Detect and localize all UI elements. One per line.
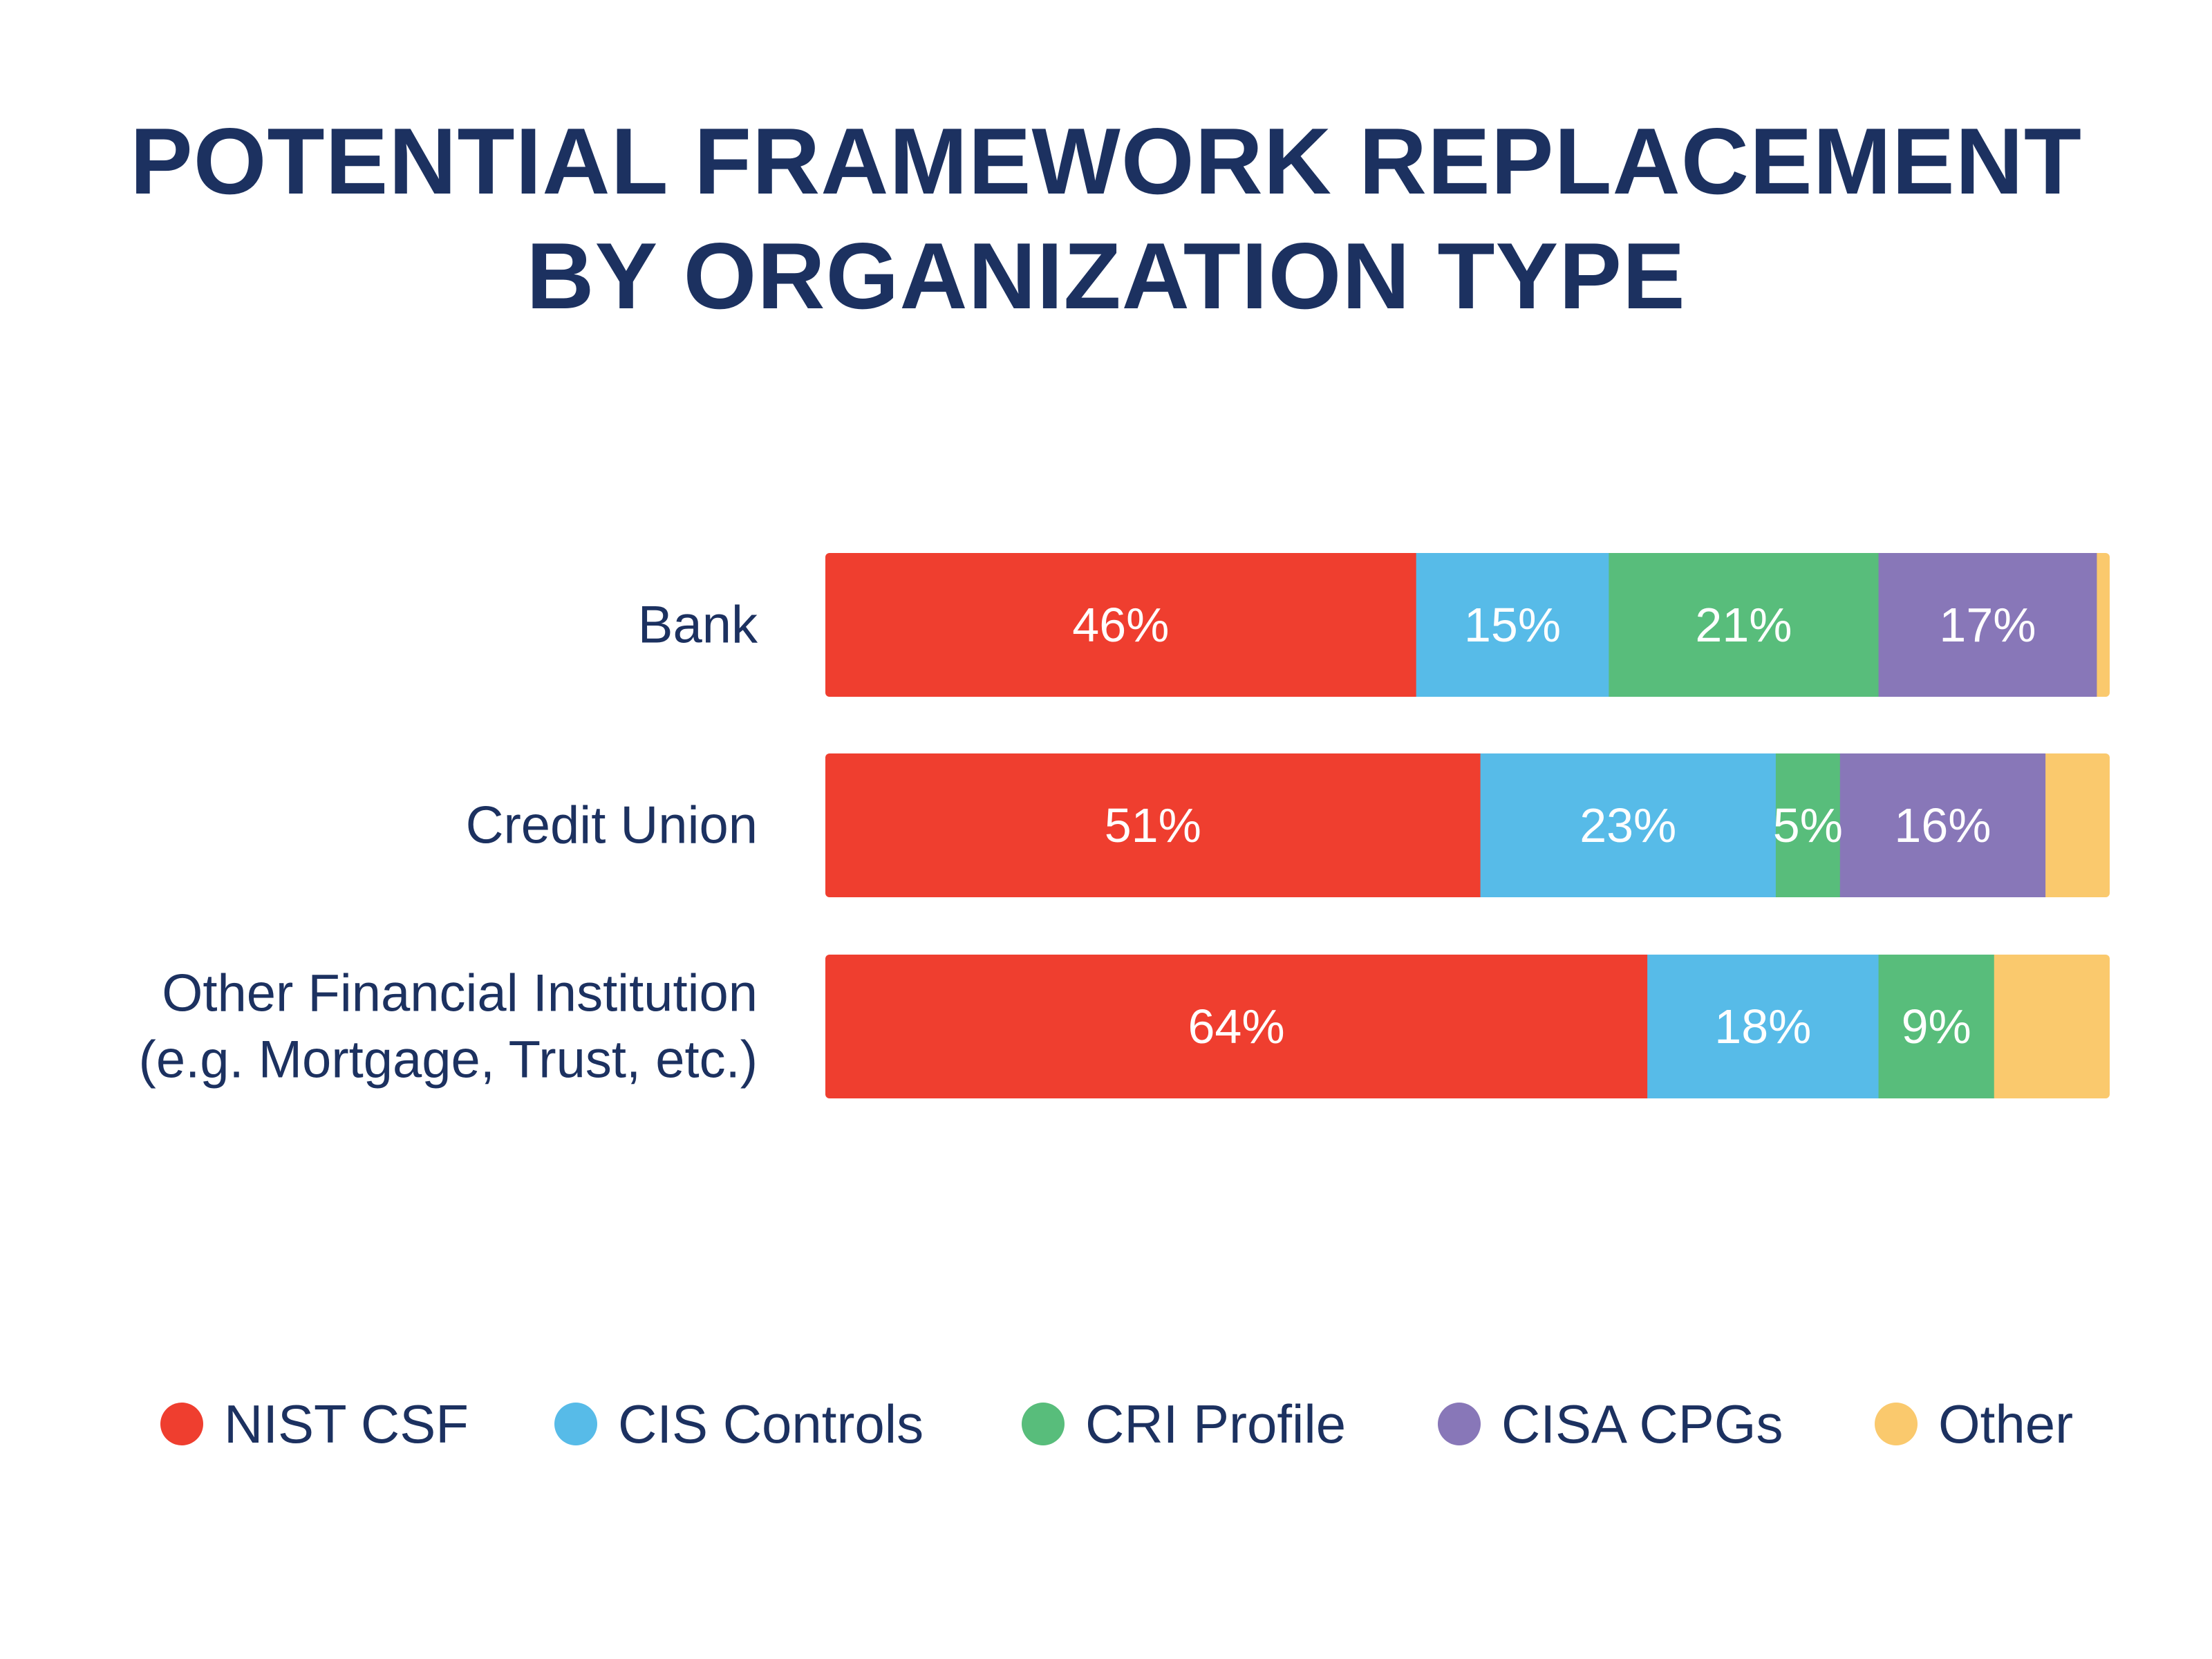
data-label: 51%	[1105, 798, 1201, 852]
bar-segment	[1609, 553, 1880, 697]
data-label: 23%	[1580, 798, 1676, 852]
legend-item: CIS Controls	[554, 1376, 924, 1472]
legend-swatch	[554, 1403, 597, 1445]
data-label: 46%	[1072, 598, 1169, 652]
data-label: 21%	[1695, 598, 1792, 652]
category-label: Bank	[638, 596, 758, 655]
data-label: 9%	[1902, 1000, 1971, 1053]
bar-row	[825, 553, 2110, 697]
bar-segment	[1775, 753, 1841, 897]
bar-segment	[1647, 955, 1880, 1098]
legend-label: CISA CPGs	[1501, 1393, 1783, 1454]
category-label: Other Financial Institution	[162, 964, 758, 1023]
bar-segment	[2045, 753, 2110, 897]
data-label: 64%	[1188, 1000, 1285, 1053]
legend-label: Other	[1938, 1393, 2074, 1454]
legend-item: Other	[1875, 1376, 2073, 1472]
legend-swatch	[1022, 1403, 1065, 1445]
data-label: 16%	[1894, 798, 1991, 852]
data-label: 17%	[1939, 598, 2036, 652]
bar-segment	[825, 753, 1481, 897]
legend-label: CIS Controls	[618, 1393, 924, 1454]
bar-segment	[1839, 753, 2046, 897]
data-label: 15%	[1464, 598, 1561, 652]
bar-segment	[1480, 753, 1777, 897]
category-label: (e.g. Mortgage, Trust, etc.)	[139, 1031, 758, 1089]
bar-segment	[825, 553, 1417, 697]
legend-swatch	[1875, 1403, 1918, 1445]
chart-title-line-1: POTENTIAL FRAMEWORK REPLACEMENT	[130, 109, 2082, 214]
bar-row	[825, 955, 2110, 1098]
chart-legend: NIST CSF CIS Controls CRI Profile CISA CPGs…	[0, 1376, 2212, 1472]
legend-swatch	[160, 1403, 203, 1445]
legend-label: NIST CSF	[224, 1393, 469, 1454]
chart-title-line-2: BY ORGANIZATION TYPE	[526, 223, 1686, 328]
bar-segment	[1416, 553, 1609, 697]
bar-segment	[1878, 553, 2097, 697]
legend-item: NIST CSF	[160, 1376, 469, 1472]
bar-segment	[1994, 955, 2110, 1098]
category-label: Credit Union	[466, 796, 758, 855]
data-label: 5%	[1773, 798, 1843, 852]
bar-row	[825, 753, 2110, 897]
bar-segment	[1878, 955, 1995, 1098]
data-label: 18%	[1714, 1000, 1811, 1053]
legend-item: CISA CPGs	[1438, 1376, 1783, 1472]
legend-label: CRI Profile	[1085, 1393, 1347, 1454]
legend-swatch	[1438, 1403, 1481, 1445]
bar-segment	[2097, 553, 2110, 697]
bar-segment	[825, 955, 1648, 1098]
legend-item: CRI Profile	[1022, 1376, 1346, 1472]
chart-title: POTENTIAL FRAMEWORK REPLACEMENT BY ORGAN…	[0, 104, 2212, 333]
